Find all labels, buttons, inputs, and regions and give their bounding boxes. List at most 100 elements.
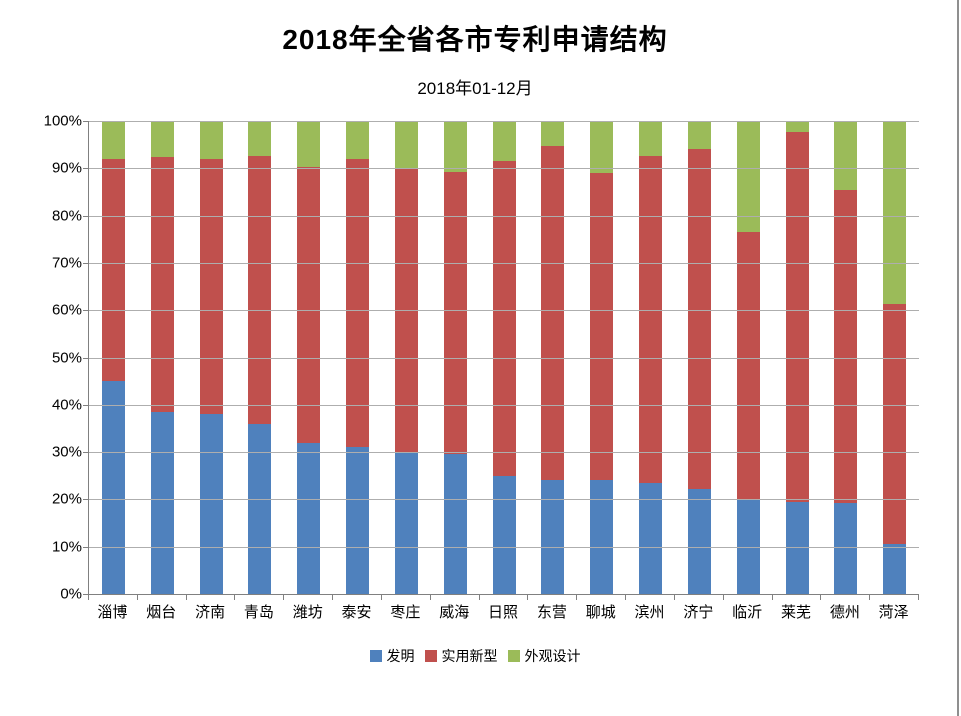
bar-slot (870, 121, 919, 594)
bar-segment-design (492, 121, 516, 162)
bar-莱芜 (785, 121, 809, 594)
bar-segment-design (883, 121, 907, 304)
bar-segment-invention (492, 475, 516, 594)
bar-segment-utility-model (687, 149, 711, 489)
y-axis-tick-label: 50% (51, 349, 82, 366)
x-axis-tick-label: 青岛 (243, 604, 274, 621)
bar-临沂 (736, 121, 760, 594)
y-axis-tick-label: 70% (51, 254, 82, 272)
bar-segment-design (346, 121, 370, 159)
gridline (89, 215, 919, 217)
x-axis-tick-label: 莱芜 (781, 604, 812, 621)
y-axis-tick (83, 594, 89, 595)
bar-滨州 (639, 121, 663, 594)
x-axis-tick (527, 594, 529, 600)
bar-segment-design (443, 121, 467, 172)
bar-segment-invention (785, 501, 809, 594)
gridline (89, 404, 919, 406)
x-axis-tick-label: 烟台 (146, 604, 177, 621)
y-axis-tick-label: 10% (51, 538, 82, 556)
chart-title: 2018年全省各市专利申请结构 (282, 24, 668, 55)
legend-swatch-design (507, 650, 520, 662)
bar-青岛 (248, 121, 272, 594)
x-axis-tick (234, 594, 236, 600)
bar-segment-utility-model (297, 166, 321, 443)
legend-swatch-invention (369, 650, 382, 662)
gridline (89, 499, 919, 501)
x-axis-tick-label: 临沂 (732, 604, 763, 621)
bar-segment-invention (394, 452, 418, 594)
bar-segment-invention (248, 423, 272, 594)
chart-subtitle: 2018年01-12月 (417, 79, 533, 98)
legend-label: 实用新型 (441, 648, 498, 664)
bar-segment-invention (687, 488, 711, 594)
bar-日照 (492, 121, 516, 594)
gridline (89, 310, 919, 312)
x-axis-tick (136, 594, 138, 600)
x-axis-tick-label: 济南 (195, 604, 226, 621)
x-axis-tick-label: 东营 (536, 604, 567, 621)
legend: 发明 实用新型 外观设计 (0, 646, 950, 666)
x-axis-tick-label: 潍坊 (292, 604, 323, 621)
bar-segment-utility-model (834, 190, 858, 504)
gridline (89, 168, 919, 170)
bar-济宁 (687, 121, 711, 594)
bars-container (89, 121, 919, 594)
bar-segment-invention (834, 503, 858, 594)
bar-segment-invention (297, 442, 321, 594)
x-axis-tick (332, 594, 334, 600)
bar-slot (773, 121, 822, 594)
bar-segment-design (541, 121, 565, 146)
gridline (89, 452, 919, 454)
bar-segment-design (736, 121, 760, 232)
x-axis-tick (771, 594, 773, 600)
y-axis-tick (83, 452, 89, 454)
bar-segment-invention (443, 454, 467, 594)
plot-area (83, 121, 919, 600)
legend-item-design: 外观设计 (507, 646, 581, 666)
y-axis-tick-label: 30% (51, 443, 82, 461)
bar-segment-design (834, 121, 858, 191)
x-axis-tick-label: 淄博 (97, 604, 128, 621)
x-axis-tick (88, 594, 89, 600)
x-axis-tick-label: 威海 (439, 604, 470, 621)
bar-slot (187, 121, 236, 594)
bar-segment-design (199, 121, 223, 159)
bar-slot (333, 121, 382, 594)
bar-segment-design (590, 121, 614, 174)
bar-slot (675, 121, 724, 594)
y-axis-tick (83, 404, 89, 406)
y-axis-tick-label: 20% (51, 490, 82, 508)
bar-slot (821, 121, 870, 594)
x-axis-tick (625, 594, 627, 600)
bar-segment-invention (346, 447, 370, 594)
bar-segment-design (297, 121, 321, 167)
bar-威海 (443, 121, 467, 594)
legend-swatch-utility-model (424, 650, 437, 662)
bar-segment-design (248, 121, 272, 156)
y-axis-tick (83, 310, 89, 312)
gridline (89, 357, 919, 359)
x-axis-labels: 淄博 烟台 济南 青岛 潍坊 泰安 枣庄 威海 日照 东营 聊城 滨州 济宁 临沂 莱芜 德州 菏泽 (88, 601, 918, 622)
x-axis-tick (673, 594, 675, 600)
bar-segment-invention (590, 480, 614, 594)
legend-item-utility-model: 实用新型 (424, 646, 498, 666)
y-axis-tick (83, 215, 89, 217)
bar-slot (382, 121, 431, 594)
bar-菏泽 (883, 121, 907, 594)
bar-segment-design (785, 121, 809, 132)
bar-segment-utility-model (443, 171, 467, 455)
bar-segment-utility-model (883, 303, 907, 545)
y-axis-tick (83, 357, 89, 359)
y-axis-tick-label: 90% (51, 159, 82, 177)
bar-segment-invention (199, 414, 223, 594)
bar-枣庄 (394, 121, 418, 594)
bar-segment-utility-model (785, 131, 809, 502)
x-axis-tick-label: 德州 (829, 604, 860, 621)
bar-泰安 (346, 121, 370, 594)
gridline (89, 546, 919, 548)
bar-segment-invention (639, 482, 663, 594)
bar-segment-invention (541, 480, 565, 594)
x-axis-tick (722, 594, 724, 600)
bar-segment-design (150, 121, 174, 158)
